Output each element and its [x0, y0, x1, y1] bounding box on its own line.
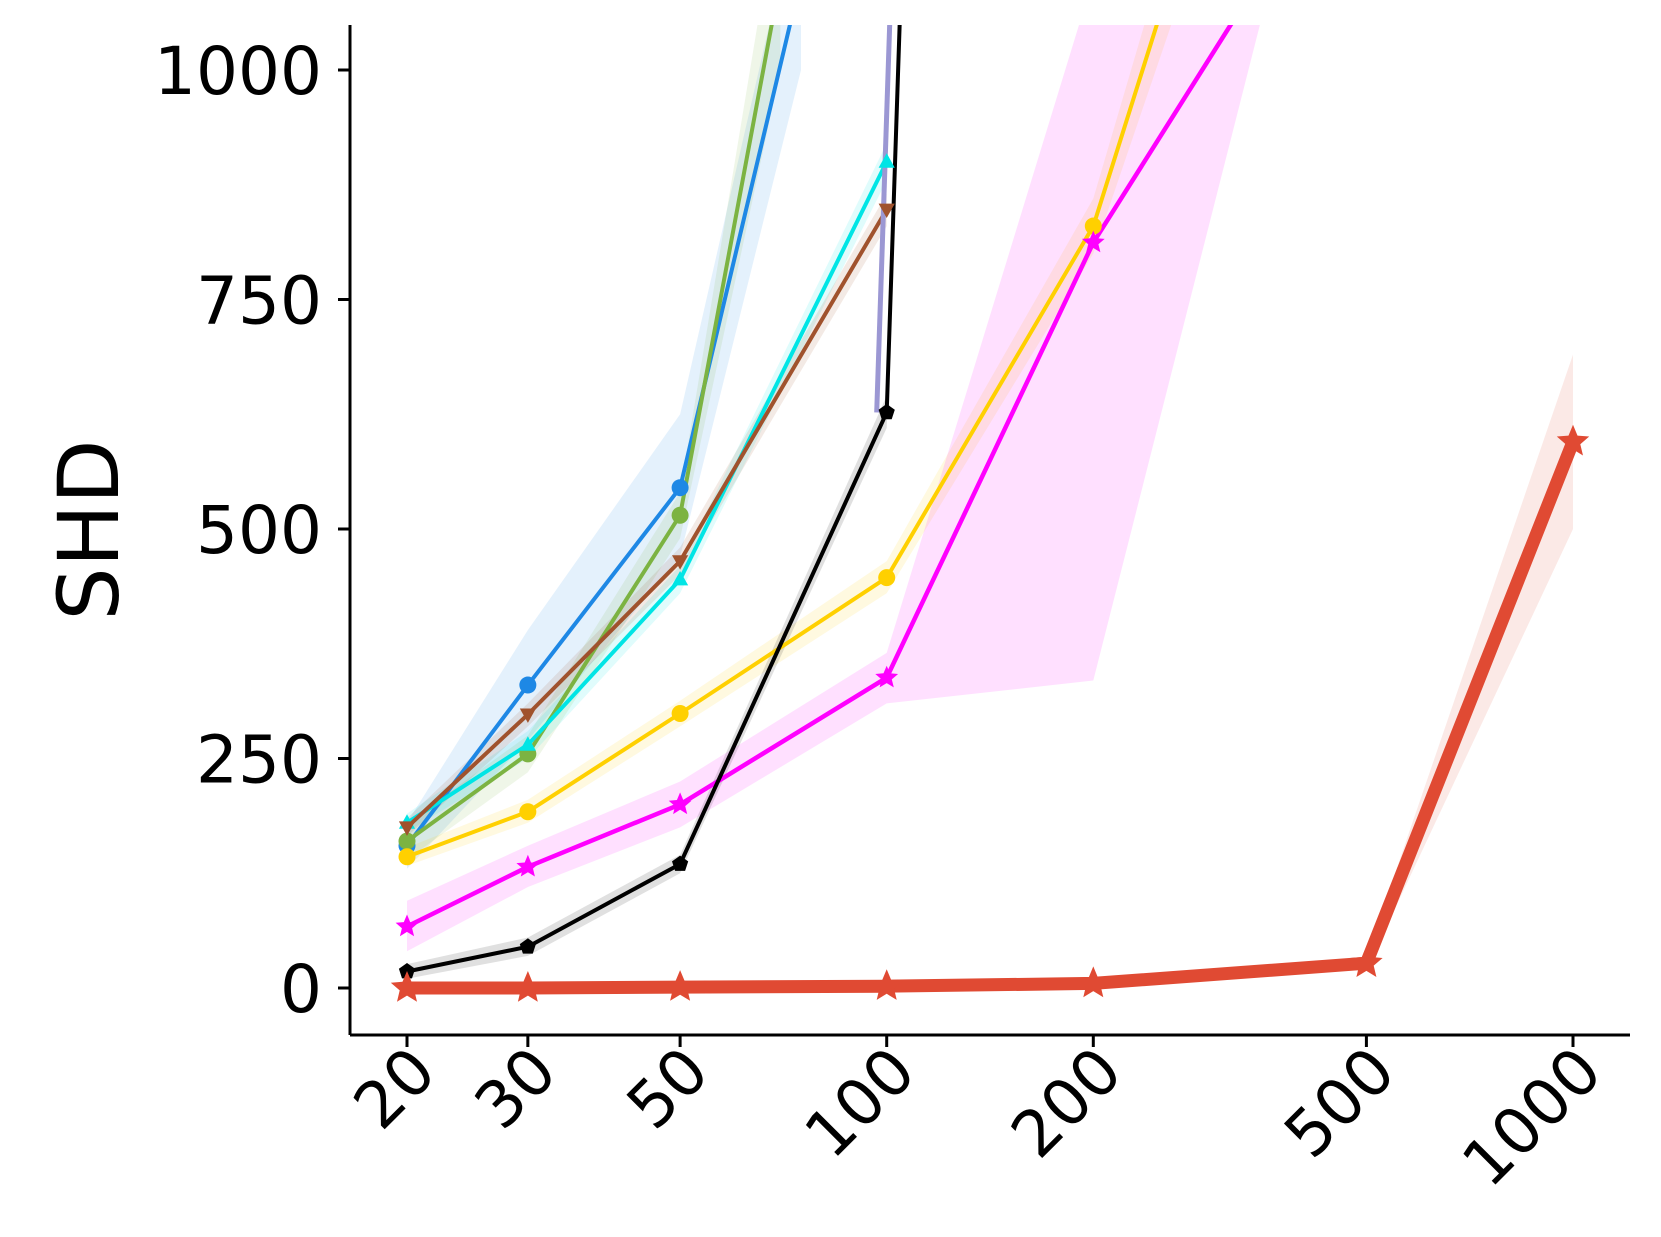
series-2-point-2	[672, 571, 689, 586]
y-tick-label-250: 250	[196, 722, 322, 799]
series-6-point-1	[519, 938, 536, 954]
series-5-line	[404, 25, 1234, 929]
series-markers	[390, 153, 1590, 1002]
series-5-point-0	[395, 914, 419, 937]
series-7-point-2	[663, 970, 697, 1001]
series-0-point-1	[519, 676, 537, 694]
y-axis-label: SHD	[40, 439, 138, 620]
series-5-point-4	[1081, 230, 1105, 253]
series-0-line	[405, 25, 792, 848]
series-5-point-2	[668, 792, 692, 815]
series-3-point-3	[878, 203, 895, 218]
series-5-band	[407, 25, 1260, 952]
series-0-band	[407, 25, 801, 869]
series-2-point-3	[878, 153, 895, 168]
series-6-point-3	[878, 403, 895, 420]
x-tick-label-20: 20	[340, 1034, 450, 1144]
series-2-point-1	[519, 736, 536, 751]
y-tick-label-750: 750	[196, 263, 322, 340]
y-tick-label-1000: 1000	[154, 33, 322, 110]
series-1-line	[405, 25, 774, 844]
series-5-point-3	[875, 665, 899, 688]
series-3-line	[405, 207, 889, 830]
series-7-point-1	[511, 971, 544, 1002]
series-3-point-2	[672, 555, 689, 570]
series-6-point-2	[672, 855, 689, 871]
x-tick-label-1000: 1000	[1449, 1034, 1616, 1201]
series-4-line	[405, 25, 1159, 859]
x-tick-label-50: 50	[614, 1034, 724, 1144]
series-6-point-0	[398, 963, 416, 979]
series-7-point-4	[1077, 966, 1110, 998]
series-7-point-0	[390, 971, 424, 1002]
series-3-point-0	[398, 821, 416, 836]
series-2-line	[405, 159, 889, 825]
x-tick-label-500: 500	[1271, 1034, 1410, 1173]
series-1-point-2	[671, 506, 689, 524]
series-4-point-4	[1084, 217, 1102, 235]
x-tick-label-100: 100	[791, 1034, 930, 1173]
series-4-point-2	[671, 705, 689, 723]
series-7-point-5	[1350, 946, 1383, 977]
series-4-point-1	[519, 803, 537, 821]
series-6-spike	[874, 25, 893, 413]
series-7-point-6	[1556, 424, 1590, 456]
series-7-point-3	[870, 969, 903, 1000]
y-tick-label-0: 0	[280, 951, 322, 1028]
series-1-band	[407, 25, 781, 860]
series-0-point-2	[671, 479, 689, 497]
confidence-bands	[407, 25, 1573, 991]
series-1-point-0	[398, 832, 416, 850]
series-5-point-1	[516, 854, 540, 877]
series-4-point-3	[878, 569, 896, 587]
series-4-point-0	[398, 848, 416, 866]
y-tick-label-500: 500	[196, 492, 322, 569]
series-3-point-1	[519, 708, 536, 723]
x-tick-label-200: 200	[998, 1034, 1137, 1173]
x-tick-label-30: 30	[461, 1034, 571, 1144]
